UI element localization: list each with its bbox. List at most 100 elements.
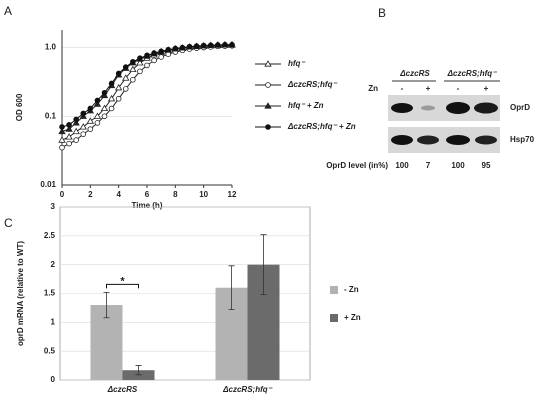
legend-marker [265, 124, 271, 130]
marker [108, 105, 115, 112]
marker [58, 136, 66, 143]
marker [193, 43, 200, 49]
marker [101, 89, 108, 96]
treatment-label: Zn [368, 84, 378, 93]
marker [130, 59, 136, 65]
band [421, 105, 435, 111]
error-bar [135, 365, 142, 376]
lane-label: - [401, 84, 404, 93]
x-tick-label: 2 [88, 190, 93, 199]
annotation: * [120, 275, 125, 287]
y-tick-label: 3 [51, 202, 56, 211]
marker [87, 126, 94, 132]
y-tick-label: 1.5 [44, 289, 56, 298]
marker [86, 117, 95, 124]
marker [72, 119, 80, 126]
marker [151, 50, 157, 56]
marker [66, 122, 72, 128]
marker [80, 131, 87, 137]
y-axis-label: OD 600 [15, 93, 24, 121]
error-bar [103, 291, 110, 319]
marker [186, 43, 193, 50]
x-tick-label: 0 [60, 190, 65, 199]
band [446, 135, 470, 145]
panel-letter: C [4, 216, 13, 230]
legend-marker [265, 82, 271, 88]
x-tick-label: ΔczcRS;hfq⁻ [222, 385, 272, 394]
legend-swatch [330, 314, 338, 322]
error-bar [260, 234, 267, 296]
legend-label: ΔczcRS;hfq⁻ [287, 80, 337, 89]
x-tick-label: 12 [228, 190, 237, 199]
marker [87, 105, 94, 112]
marker [122, 74, 130, 81]
marker [115, 95, 122, 102]
marker [59, 144, 65, 151]
y-axis-label: oprD mRNA (relative to WT) [16, 241, 25, 346]
x-tick-label: ΔczcRS [107, 385, 138, 394]
marker [222, 41, 228, 48]
strain-label: ΔczcRS;hfq⁻ [447, 69, 497, 78]
marker [179, 44, 186, 51]
marker [137, 55, 143, 61]
marker [58, 127, 66, 135]
band [475, 135, 497, 145]
row-label: Hsp70 [510, 135, 535, 144]
marker [73, 137, 79, 143]
marker [79, 123, 87, 130]
lane-label: + [426, 84, 431, 93]
band [446, 102, 470, 114]
band [474, 102, 498, 114]
legend-label: - Zn [344, 285, 359, 294]
error-bar [228, 265, 235, 311]
marker [158, 54, 164, 60]
marker [101, 113, 108, 120]
level-value: 100 [451, 161, 465, 170]
level-value: 7 [426, 161, 431, 170]
legend-swatch [330, 286, 338, 294]
legend-marker [264, 102, 272, 109]
y-tick-label: 1 [51, 317, 56, 326]
y-tick-label: 0 [51, 375, 56, 384]
x-tick-label: 6 [145, 190, 150, 199]
marker [100, 104, 109, 112]
panel-letter: B [378, 6, 386, 20]
legend-label: hfq⁻ [288, 59, 305, 68]
marker [108, 80, 115, 87]
marker [144, 62, 150, 69]
band [391, 103, 413, 113]
x-tick-label: 10 [199, 190, 208, 199]
marker [59, 124, 65, 130]
lane-label: + [484, 84, 489, 93]
legend-label: hfq⁻ + Zn [288, 101, 324, 110]
marker [207, 42, 214, 49]
marker [151, 57, 157, 64]
level-label: OprD level (in%) [326, 161, 388, 170]
strain-label: ΔczcRS [399, 69, 430, 78]
y-tick-label: 0.5 [44, 346, 56, 355]
significance-bracket [106, 283, 139, 289]
marker [200, 42, 207, 49]
marker [144, 52, 150, 59]
marker [129, 65, 137, 73]
row-label: OprD [510, 103, 530, 112]
marker [94, 120, 101, 126]
marker [80, 110, 87, 117]
marker [122, 64, 129, 70]
x-tick-label: 4 [116, 190, 121, 199]
marker [72, 127, 80, 135]
marker [158, 48, 164, 55]
band [391, 135, 413, 145]
band [417, 135, 439, 145]
marker [73, 116, 79, 123]
marker [107, 94, 116, 102]
y-tick-label: 1.0 [45, 43, 57, 52]
marker [136, 58, 144, 66]
level-value: 95 [482, 161, 491, 170]
level-value: 100 [395, 161, 409, 170]
marker [114, 83, 123, 91]
marker [93, 100, 102, 107]
marker [215, 42, 221, 48]
marker [93, 112, 102, 119]
